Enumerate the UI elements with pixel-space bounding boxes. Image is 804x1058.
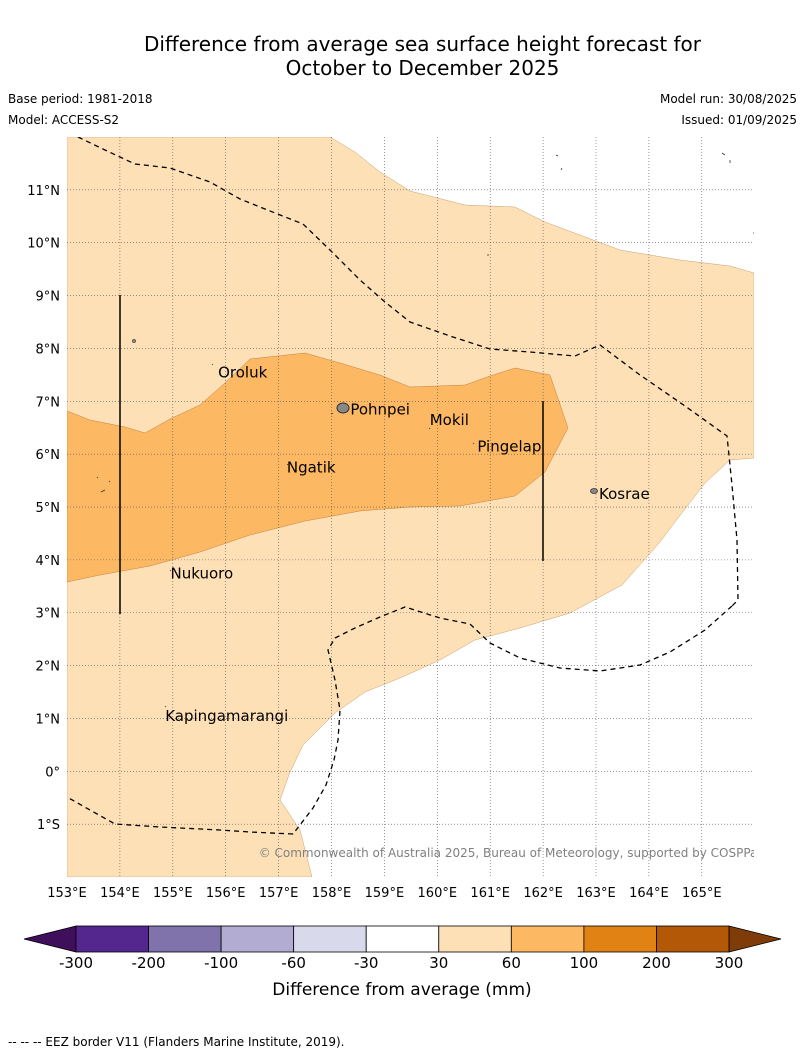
lat-tick-label: 1°S [37,818,60,833]
islet [132,339,136,343]
title-line-2: October to December 2025 [285,56,560,80]
colorbar-max-arrow [728,925,782,953]
eez-border-lines [67,137,739,835]
eez-legend-note: -- -- -- EEZ border V11 (Flanders Marine… [8,1035,345,1049]
lat-tick-label: 3°N [36,607,61,622]
colorbar-label: -300 [59,954,93,972]
place-label-kapingamarangi: Kapingamarangi [165,707,288,725]
lat-tick-label: 0° [45,765,60,780]
lat-tick-label: 5°N [36,501,61,516]
lon-tick-label: 160°E [418,886,458,901]
longitude-tick-labels: 153°E 154°E 155°E 156°E 157°E 158°E 159°E 160°E… [47,886,721,901]
model-run-text: Model run: 30/08/2025 [659,92,797,106]
lat-tick-label: 2°N [36,660,61,675]
colorbar-segments [75,925,730,953]
lon-tick-label: 164°E [629,886,669,901]
lat-tick-label: 4°N [36,554,61,569]
colorbar-segment [365,925,440,953]
anomaly-60-100-region [67,352,569,583]
colorbar-label: 30 [429,954,448,972]
issued-text: Issued: 01/09/2025 [681,113,797,127]
colorbar-label: -200 [132,954,166,972]
islet-marks [96,152,754,708]
lat-tick-label: 6°N [36,448,61,463]
lat-tick-label: 9°N [36,290,61,305]
title-line-1: Difference from average sea surface heig… [143,32,702,56]
place-label-pingelap: Pingelap [477,438,541,456]
lon-tick-label: 157°E [259,886,299,901]
colorbar-segment [438,925,512,953]
colorbar-label: 100 [570,954,599,972]
place-label-mokil: Mokil [430,411,469,429]
model-text: Model: ACCESS-S2 [8,113,120,127]
eez-border-north [77,137,739,607]
colorbar-label: 60 [502,954,521,972]
colorbar-label: 200 [642,954,671,972]
lat-tick-label: 1°N [36,712,61,727]
lon-tick-label: 153°E [47,886,87,901]
colorbar-segment [583,925,657,953]
place-label-oroluk: Oroluk [218,364,267,382]
colorbar-min-arrow [23,925,77,953]
colorbar-segment [148,925,222,953]
lon-tick-label: 159°E [365,886,405,901]
map-title: Difference from average sea surface heig… [0,32,804,80]
lon-tick-label: 163°E [576,886,616,901]
colorbar-label: -100 [204,954,238,972]
colorbar-segment [656,925,730,953]
colorbar-labels: -300 -200 -100 -60 -30 30 60 100 200 300 [59,954,743,972]
lon-tick-label: 165°E [682,886,722,901]
place-label-nukuoro: Nukuoro [171,564,234,582]
colorbar-segment [510,925,585,953]
place-label-pohnpei: Pohnpei [350,401,410,419]
colorbar-label: 300 [715,954,744,972]
colorbar-label: -30 [354,954,379,972]
latitude-tick-labels: 11°N 10°N 9°N 8°N 7°N 6°N 5°N 4°N 3°N 2°N 1°N 0° 1°S [27,184,60,833]
pohnpei-island [336,402,350,414]
lon-tick-label: 154°E [100,886,140,901]
colorbar-segment [75,925,149,953]
lon-tick-label: 162°E [523,886,563,901]
lat-tick-label: 10°N [27,237,60,252]
base-period-text: Base period: 1981-2018 [8,92,153,106]
colorbar-title: Difference from average (mm) [272,980,531,1000]
place-label-kosrae: Kosrae [599,485,650,503]
colorbar: -300 -200 -100 -60 -30 30 60 100 200 300 Differen… [23,925,782,1000]
colorbar-label: -60 [281,954,306,972]
lat-tick-label: 8°N [36,342,61,357]
place-label-ngatik: Ngatik [287,459,336,477]
lon-tick-label: 156°E [206,886,246,901]
lon-tick-label: 158°E [312,886,352,901]
lon-tick-label: 161°E [470,886,510,901]
copyright-text: © Commonwealth of Australia 2025, Bureau… [259,846,764,860]
eez-border-east-south [67,605,733,835]
colorbar-segment [293,925,367,953]
place-labels: Oroluk Pohnpei Mokil Pingelap Ngatik Kosrae Nu… [165,364,649,726]
lat-tick-label: 7°N [36,395,61,410]
lon-tick-label: 155°E [153,886,193,901]
kosrae-island [590,488,598,494]
lat-tick-label: 11°N [27,184,60,199]
colorbar-segment [220,925,295,953]
map-area: Oroluk Pohnpei Mokil Pingelap Ngatik Kosrae Nu… [67,137,764,877]
